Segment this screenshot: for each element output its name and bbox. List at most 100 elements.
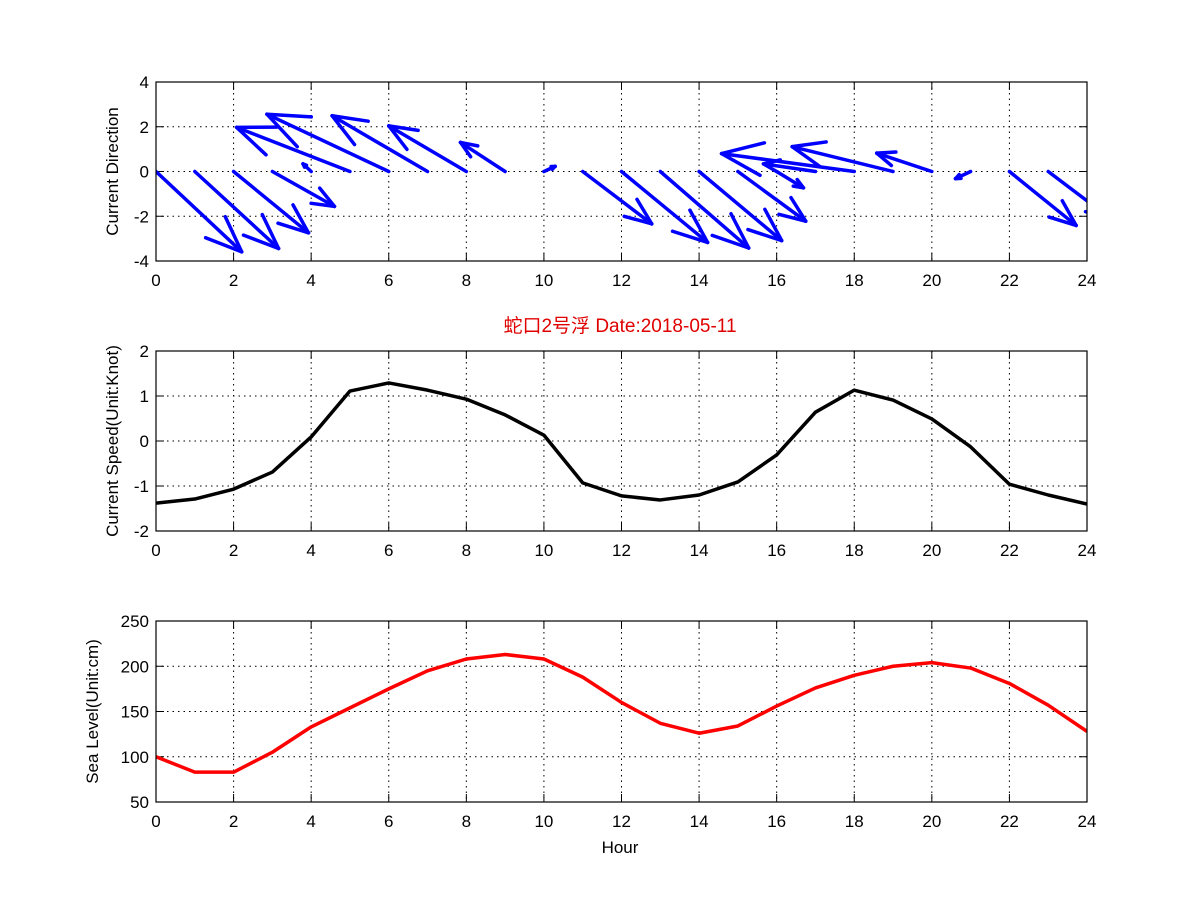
x-tick-label: 4 xyxy=(306,541,315,560)
x-tick-label: 22 xyxy=(1000,271,1019,290)
x-tick-label: 16 xyxy=(767,271,786,290)
y-axis-label: Sea Level(Unit:cm) xyxy=(83,639,102,784)
quiver-arrow xyxy=(777,172,804,188)
quiver-arrow xyxy=(792,142,893,172)
quiver-arrow xyxy=(461,142,506,171)
arrow-shaft xyxy=(237,127,350,171)
quiver-arrow xyxy=(1009,172,1076,226)
quiver-arrow xyxy=(332,116,427,172)
x-tick-label: 12 xyxy=(612,812,631,831)
x-tick-label: 22 xyxy=(1000,812,1019,831)
y-axis-label: Current Speed(Unit:Knot) xyxy=(103,345,122,537)
x-tick-label: 18 xyxy=(845,812,864,831)
x-tick-label: 8 xyxy=(462,271,471,290)
arrow-shaft xyxy=(622,172,708,243)
x-tick-label: 14 xyxy=(690,271,709,290)
x-tick-label: 4 xyxy=(306,271,315,290)
x-tick-label: 4 xyxy=(306,812,315,831)
arrow-head xyxy=(1097,196,1110,218)
x-tick-label: 2 xyxy=(229,812,238,831)
quiver-arrow xyxy=(237,127,350,171)
arrow-head xyxy=(877,152,896,153)
x-tick-label: 20 xyxy=(922,541,941,560)
x-tick-label: 16 xyxy=(767,541,786,560)
chart-title: 蛇口2号浮 Date:2018-05-11 xyxy=(503,315,736,337)
x-tick-label: 2 xyxy=(229,271,238,290)
y-axis-label: Current Direction xyxy=(103,107,122,236)
y-tick-label: -2 xyxy=(134,207,149,226)
arrow-shaft xyxy=(583,172,652,224)
x-tick-label: 2 xyxy=(229,541,238,560)
x-tick-label: 14 xyxy=(690,541,709,560)
x-tick-label: 24 xyxy=(1078,812,1097,831)
quiver-arrow xyxy=(156,172,242,252)
quiver-arrow xyxy=(583,172,652,224)
x-tick-label: 18 xyxy=(845,271,864,290)
quiver-arrow xyxy=(955,172,970,179)
x-tick-label: 16 xyxy=(767,812,786,831)
data-layer xyxy=(156,114,1110,252)
arrow-head xyxy=(1086,212,1111,219)
x-tick-label: 24 xyxy=(1078,541,1097,560)
arrow-shaft xyxy=(156,172,242,252)
x-tick-label: 8 xyxy=(462,812,471,831)
arrow-shaft xyxy=(389,126,467,172)
x-tick-label: 0 xyxy=(151,271,160,290)
quiver-arrow xyxy=(303,164,311,172)
quiver-arrow xyxy=(272,172,334,207)
x-tick-label: 10 xyxy=(534,812,553,831)
y-tick-label: 100 xyxy=(121,748,149,767)
x-tick-label: 12 xyxy=(612,271,631,290)
y-tick-label: 0 xyxy=(140,432,149,451)
axes-box xyxy=(156,351,1087,531)
y-tick-label: 50 xyxy=(130,793,149,812)
y-tick-label: -2 xyxy=(134,522,149,541)
y-tick-label: -4 xyxy=(134,252,149,271)
x-tick-label: 22 xyxy=(1000,541,1019,560)
x-tick-label: 10 xyxy=(534,541,553,560)
axes-box xyxy=(156,621,1087,802)
quiver-arrow xyxy=(722,143,855,175)
x-axis-label: Hour xyxy=(602,838,639,857)
y-tick-label: 0 xyxy=(140,163,149,182)
y-tick-label: 250 xyxy=(121,612,149,631)
y-tick-label: 2 xyxy=(140,118,149,137)
x-tick-label: 8 xyxy=(462,541,471,560)
x-tick-label: 6 xyxy=(384,812,393,831)
arrow-head xyxy=(792,142,826,147)
arrow-head xyxy=(303,164,306,165)
x-tick-label: 0 xyxy=(151,812,160,831)
quiver-arrow xyxy=(234,172,309,233)
x-tick-label: 0 xyxy=(151,541,160,560)
quiver-arrow xyxy=(544,166,555,171)
x-tick-label: 24 xyxy=(1078,271,1097,290)
arrow-shaft xyxy=(272,172,334,207)
x-tick-label: 10 xyxy=(534,271,553,290)
x-tick-label: 14 xyxy=(690,812,709,831)
y-tick-label: 4 xyxy=(140,73,149,92)
x-tick-label: 12 xyxy=(612,541,631,560)
arrow-shaft xyxy=(1009,172,1076,226)
x-tick-label: 20 xyxy=(922,271,941,290)
y-tick-label: 200 xyxy=(121,657,149,676)
arrow-head xyxy=(552,166,555,169)
y-tick-label: 1 xyxy=(140,387,149,406)
arrow-shaft xyxy=(332,116,427,172)
arrow-head xyxy=(722,143,765,154)
x-tick-label: 6 xyxy=(384,541,393,560)
x-tick-label: 20 xyxy=(922,812,941,831)
y-tick-label: 150 xyxy=(121,703,149,722)
arrow-shaft xyxy=(234,172,309,233)
y-tick-label: 2 xyxy=(140,342,149,361)
data-layer xyxy=(156,654,1087,772)
quiver-arrow xyxy=(389,126,467,172)
quiver-arrow xyxy=(622,172,708,243)
arrow-head xyxy=(793,186,803,188)
x-tick-label: 6 xyxy=(384,271,393,290)
arrow-shaft xyxy=(461,142,506,171)
y-tick-label: -1 xyxy=(134,477,149,496)
x-tick-label: 18 xyxy=(845,541,864,560)
